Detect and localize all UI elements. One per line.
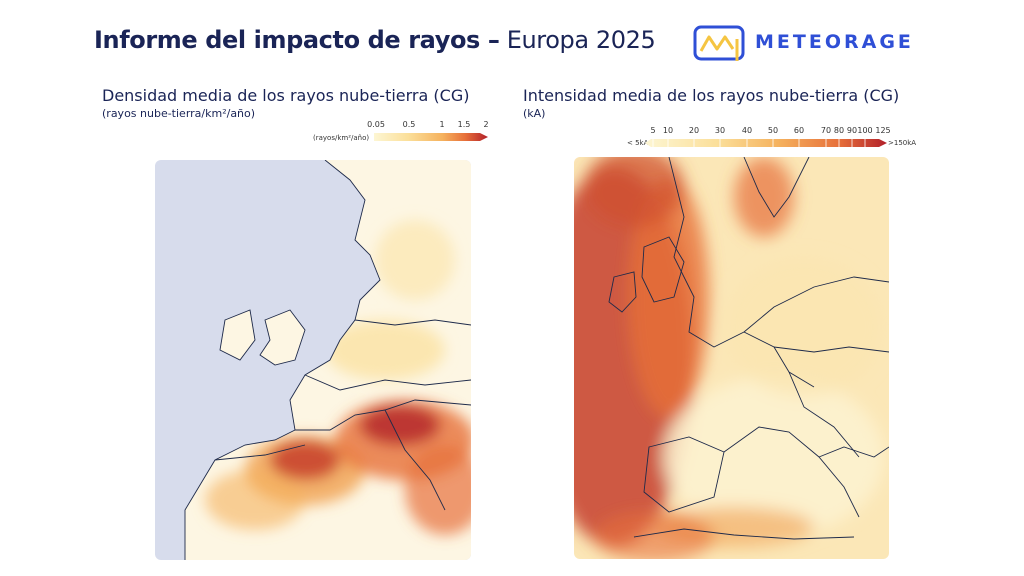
- right-legend-tick: 30: [714, 126, 726, 135]
- left-legend-tick: 2: [483, 120, 489, 129]
- page-title-bold: Informe del impacto de rayos –: [94, 26, 500, 54]
- right-legend-min: < 5kA: [627, 139, 649, 147]
- right-legend-tick: 100: [857, 126, 873, 135]
- right-legend-tick: 125: [875, 126, 891, 135]
- right-panel-subtitle: (kA): [523, 107, 546, 120]
- left-legend-units: (rayos/km²/año): [313, 134, 370, 142]
- right-legend-max: >150kA: [888, 139, 917, 147]
- right-legend-tick: 5: [650, 126, 656, 135]
- page-title: Informe del impacto de rayos – Europa 20…: [94, 26, 656, 54]
- right-legend-tick: 50: [767, 126, 779, 135]
- left-legend-tick: 1.5: [457, 120, 471, 129]
- left-panel-title: Densidad media de los rayos nube-tierra …: [102, 86, 470, 105]
- right-legend-tick: 60: [793, 126, 805, 135]
- right-legend-tick: 80: [833, 126, 845, 135]
- right-legend-tick: 90: [846, 126, 858, 135]
- left-legend-tick: 0.5: [402, 120, 416, 129]
- intensity-map: [574, 157, 889, 559]
- right-legend-tick: 70: [820, 126, 832, 135]
- right-legend-tick: 10: [662, 126, 674, 135]
- meteorage-logo-icon: [693, 25, 745, 61]
- left-legend-ticks: 0.05 0.5 1 1.5 2: [367, 120, 490, 130]
- meteorage-logo: METEORAGE: [693, 25, 913, 65]
- right-legend-tick: 40: [741, 126, 753, 135]
- left-legend-tick: 1: [439, 120, 445, 129]
- right-panel-title: Intensidad media de los rayos nube-tierr…: [523, 86, 900, 105]
- left-legend-colorbar: [374, 133, 488, 141]
- page-title-light: Europa 2025: [506, 26, 656, 54]
- left-panel-subtitle: (rayos nube-tierra/km²/año): [102, 107, 256, 120]
- right-legend-tick: 20: [688, 126, 700, 135]
- left-legend-tick: 0.05: [367, 120, 385, 129]
- density-map: [155, 160, 471, 560]
- logo-text: METEORAGE: [755, 31, 914, 53]
- right-legend-colorbar: [645, 139, 887, 147]
- right-legend-ticks: 5 10 20 30 40 50 60 70 80 90 100 125: [648, 126, 891, 136]
